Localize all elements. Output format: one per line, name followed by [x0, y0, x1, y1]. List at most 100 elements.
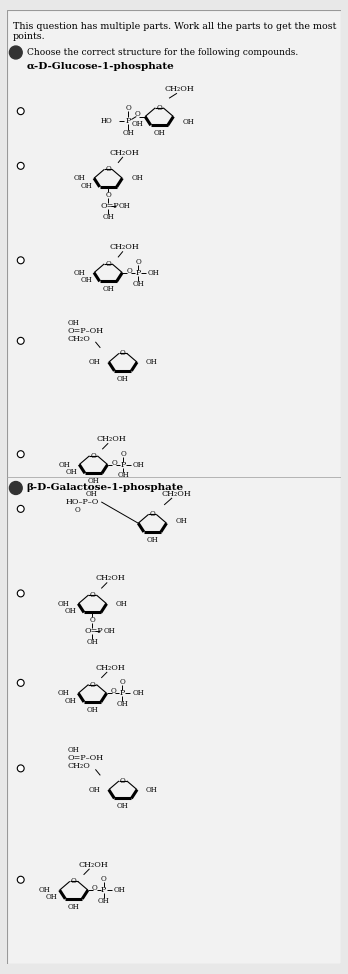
Text: O: O — [89, 591, 95, 599]
Text: OH: OH — [103, 627, 115, 635]
Circle shape — [17, 765, 24, 771]
Text: a: a — [13, 48, 19, 57]
Text: O: O — [101, 876, 106, 883]
Text: P: P — [101, 886, 106, 894]
Text: OH: OH — [131, 174, 143, 182]
Text: O: O — [89, 681, 95, 689]
Text: OH: OH — [80, 181, 92, 190]
Text: OH: OH — [73, 269, 85, 277]
Text: OH: OH — [87, 706, 98, 714]
Text: OH: OH — [117, 471, 129, 479]
Text: CH₂OH: CH₂OH — [79, 861, 108, 869]
Text: OH: OH — [65, 468, 77, 476]
Circle shape — [17, 337, 24, 345]
Text: OH: OH — [68, 746, 80, 755]
Text: OH: OH — [182, 118, 194, 126]
Text: OH: OH — [68, 318, 80, 327]
Text: O: O — [105, 260, 111, 268]
Text: OH: OH — [133, 461, 145, 468]
Text: O: O — [156, 104, 162, 112]
Text: CH₂OH: CH₂OH — [95, 575, 125, 582]
Text: CH₂OH: CH₂OH — [164, 86, 194, 94]
Circle shape — [9, 481, 22, 495]
Text: OH: OH — [87, 638, 98, 647]
Text: OH: OH — [146, 786, 158, 794]
Text: This question has multiple parts. Work all the parts to get the most points.: This question has multiple parts. Work a… — [13, 21, 336, 41]
Text: O: O — [150, 510, 155, 518]
Text: OH: OH — [122, 130, 134, 137]
Text: P: P — [126, 117, 131, 125]
Text: CH₂OH: CH₂OH — [96, 435, 126, 443]
Text: O: O — [112, 459, 117, 467]
Text: P: P — [120, 690, 125, 697]
Text: OH: OH — [59, 461, 70, 468]
Text: O=P–OH: O=P–OH — [68, 327, 104, 335]
Text: O: O — [135, 110, 141, 118]
Text: OH: OH — [132, 280, 144, 287]
Text: OH: OH — [147, 536, 158, 543]
Text: OH: OH — [117, 375, 129, 383]
FancyBboxPatch shape — [7, 10, 341, 964]
Circle shape — [17, 590, 24, 597]
Text: OH: OH — [148, 269, 160, 277]
Text: O: O — [126, 267, 132, 275]
Text: OH: OH — [116, 600, 127, 608]
Text: OH: OH — [68, 903, 80, 911]
Text: CH₂OH: CH₂OH — [95, 664, 125, 672]
Text: OH: OH — [102, 285, 114, 293]
Text: CH₂OH: CH₂OH — [110, 149, 140, 157]
Text: OH: OH — [175, 517, 187, 525]
Text: OH: OH — [64, 607, 76, 616]
Circle shape — [17, 108, 24, 115]
Circle shape — [17, 877, 24, 883]
Text: O: O — [75, 506, 81, 514]
Text: O: O — [120, 777, 126, 785]
Text: α-D-Glucose-1-phosphate: α-D-Glucose-1-phosphate — [26, 62, 174, 71]
Circle shape — [17, 451, 24, 458]
Circle shape — [9, 46, 22, 59]
Text: OH: OH — [113, 886, 125, 894]
Text: β-D-Galactose-1-phosphate: β-D-Galactose-1-phosphate — [26, 483, 184, 493]
Text: OH: OH — [58, 690, 70, 697]
Text: OH: OH — [46, 893, 57, 902]
Text: OH: OH — [88, 358, 100, 366]
Text: P: P — [135, 269, 141, 277]
Text: OH: OH — [73, 174, 85, 182]
Text: O: O — [105, 191, 111, 199]
Text: b: b — [13, 483, 19, 493]
Text: O: O — [71, 878, 77, 885]
Text: Choose the correct structure for the following compounds.: Choose the correct structure for the fol… — [26, 48, 298, 57]
Text: O=P: O=P — [100, 202, 119, 209]
Text: O=P–OH: O=P–OH — [68, 755, 104, 763]
Circle shape — [17, 680, 24, 687]
Text: O: O — [120, 450, 126, 458]
Text: CH₂O: CH₂O — [68, 335, 91, 343]
Text: OH: OH — [119, 202, 131, 209]
Text: OH: OH — [153, 130, 165, 137]
Text: O: O — [89, 617, 95, 624]
Text: O: O — [119, 678, 125, 687]
Text: CH₂OH: CH₂OH — [110, 244, 140, 251]
Text: OH: OH — [102, 212, 114, 221]
Text: OH: OH — [80, 276, 92, 284]
Circle shape — [17, 506, 24, 512]
Text: O: O — [126, 103, 131, 112]
Text: O: O — [135, 258, 141, 266]
Text: O: O — [105, 166, 111, 173]
Text: HO: HO — [101, 117, 113, 125]
Text: OH: OH — [98, 897, 110, 905]
Text: P: P — [121, 461, 126, 468]
Text: OH: OH — [117, 700, 128, 708]
Text: OH: OH — [117, 803, 129, 810]
Text: O: O — [111, 688, 116, 695]
Text: OH: OH — [64, 696, 76, 704]
Text: O: O — [120, 350, 126, 357]
Text: CH₂OH: CH₂OH — [161, 490, 191, 498]
Text: OH: OH — [86, 490, 97, 498]
Text: O: O — [90, 452, 96, 460]
Text: OH: OH — [88, 477, 99, 485]
Text: O=P: O=P — [85, 627, 103, 635]
Text: HO–P–O: HO–P–O — [66, 498, 99, 506]
Text: OH: OH — [39, 886, 51, 894]
Circle shape — [17, 163, 24, 169]
